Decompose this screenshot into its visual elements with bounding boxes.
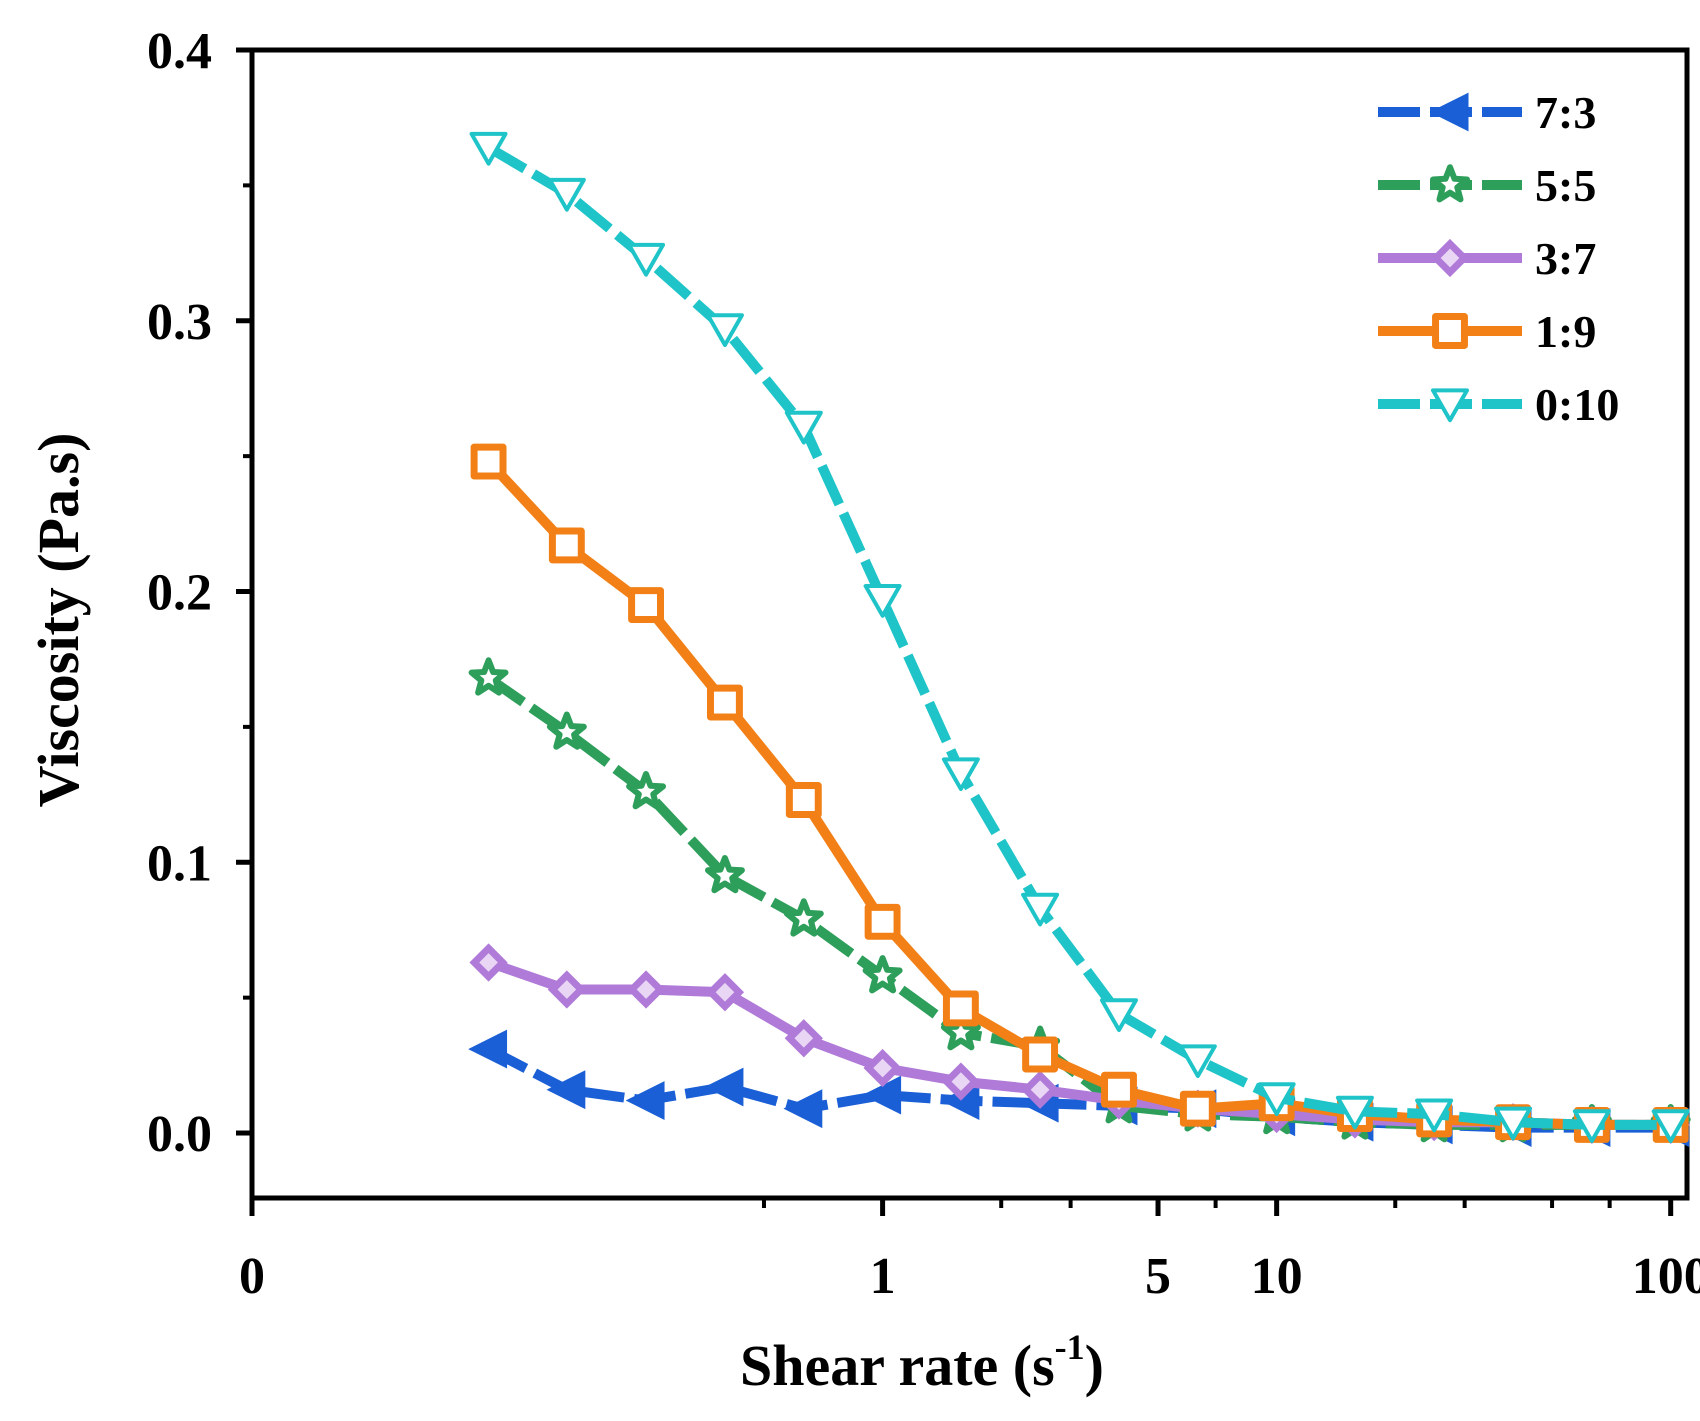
data-point-marker — [1494, 1106, 1533, 1141]
x-axis-title-superscript: -1 — [1055, 1327, 1085, 1367]
data-point-marker — [1021, 892, 1060, 927]
legend-label: 7:3 — [1535, 87, 1596, 138]
x-axis-title-close: ) — [1085, 1333, 1104, 1398]
data-point-marker — [468, 657, 509, 696]
data-point-marker — [546, 1070, 586, 1110]
data-point-marker — [1257, 1082, 1296, 1116]
data-point-marker — [863, 584, 902, 618]
data-point-marker-highlight — [479, 953, 498, 972]
series-line — [484, 458, 1671, 1130]
data-point-marker-highlight — [794, 1028, 814, 1048]
data-point-marker — [704, 1067, 744, 1107]
data-point-marker — [1101, 1071, 1137, 1108]
data-point-marker — [469, 131, 508, 166]
x-axis-title-main: Shear rate (s — [740, 1333, 1055, 1398]
data-point-marker — [1415, 1098, 1454, 1133]
data-point-marker-highlight — [715, 982, 735, 1002]
data-point-marker — [705, 313, 744, 348]
legend-label: 3:7 — [1535, 233, 1596, 284]
data-point-marker — [1429, 92, 1469, 132]
data-point-marker — [626, 771, 666, 810]
data-point-marker — [942, 990, 979, 1027]
data-point-marker-highlight — [636, 980, 656, 999]
y-axis-title: Viscosity (Pa.s) — [26, 433, 91, 808]
legend-label: 0:10 — [1535, 379, 1619, 430]
data-point-marker — [783, 898, 824, 937]
data-point-marker — [625, 1081, 665, 1120]
data-point-marker — [1572, 1109, 1611, 1144]
legend-item: 5:5 — [1378, 160, 1596, 211]
data-point-marker — [627, 242, 666, 277]
legend-label: 5:5 — [1535, 160, 1596, 211]
data-point-marker — [940, 1012, 981, 1051]
data-point-marker — [1431, 388, 1469, 423]
data-point-marker — [862, 955, 903, 994]
data-point-marker — [548, 527, 585, 564]
series-line — [485, 674, 1671, 1130]
legend-item: 1:9 — [1378, 306, 1596, 357]
data-point-marker — [1099, 998, 1138, 1033]
data-point-marker — [1178, 1044, 1217, 1079]
data-point-marker — [941, 757, 980, 792]
data-point-marker-highlight — [557, 980, 577, 999]
data-point-marker-highlight — [951, 1072, 971, 1091]
legend-item: 0:10 — [1378, 379, 1619, 430]
x-tick-label: 5 — [1145, 1248, 1171, 1305]
data-point-marker — [1022, 1036, 1059, 1073]
data-point-marker-highlight — [1030, 1080, 1050, 1100]
plot-frame — [249, 47, 1690, 1201]
x-tick-label: 100 — [1632, 1248, 1700, 1305]
data-point-marker — [785, 782, 822, 818]
x-tick-label: 0 — [239, 1248, 265, 1305]
data-point-marker — [1432, 313, 1468, 349]
data-point-marker — [470, 443, 507, 480]
data-point-marker — [1335, 1095, 1374, 1130]
data-point-marker-highlight — [873, 1058, 892, 1078]
y-tick-label: 0.3 — [147, 294, 212, 351]
legend-item: 3:7 — [1378, 233, 1596, 284]
y-tick-label: 0.2 — [147, 565, 212, 622]
data-point-marker — [1651, 1109, 1690, 1144]
data-point-marker — [547, 177, 586, 212]
legend-item: 7:3 — [1378, 87, 1596, 138]
y-tick-label: 0.1 — [147, 835, 212, 892]
legend-label: 1:9 — [1535, 306, 1596, 357]
data-point-marker — [706, 684, 743, 721]
data-point-marker — [864, 903, 901, 940]
y-tick-label: 0.0 — [147, 1106, 212, 1163]
y-tick-label: 0.4 — [147, 23, 212, 80]
data-point-marker — [628, 587, 664, 623]
series-0-10 — [469, 131, 1690, 1144]
data-point-marker — [784, 410, 823, 445]
x-tick-label: 10 — [1251, 1248, 1303, 1305]
data-point-marker — [705, 855, 745, 894]
series-line — [486, 143, 1671, 1130]
data-point-marker — [1179, 1090, 1216, 1127]
data-point-marker — [546, 711, 587, 750]
data-point-marker — [468, 1029, 508, 1069]
x-tick-label: 1 — [870, 1248, 896, 1305]
x-axis-title: Shear rate (s-1) — [740, 1327, 1104, 1398]
data-point-marker-highlight — [1440, 248, 1460, 268]
data-point-marker — [783, 1089, 823, 1129]
data-point-marker — [1430, 164, 1470, 203]
